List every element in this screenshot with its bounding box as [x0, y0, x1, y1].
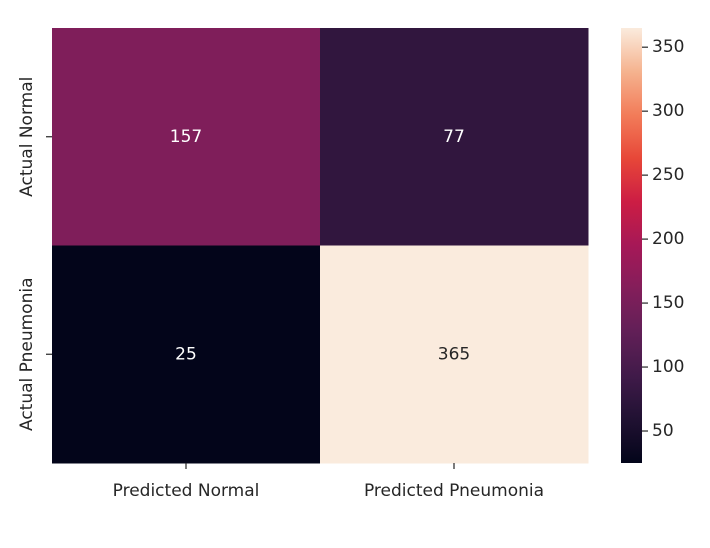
colorbar: 50 100 150 200 250 300 350: [621, 28, 684, 463]
y-axis: Actual Normal Actual Pneumonia: [17, 77, 52, 431]
colorbar-gradient: [621, 28, 642, 463]
colorbar-tick-label-5: 300: [652, 101, 684, 121]
colorbar-tick-label-1: 100: [652, 357, 684, 377]
cell-value-r1-c0: 25: [175, 344, 197, 364]
colorbar-tick-label-3: 200: [652, 229, 684, 249]
x-tick-label-1: Predicted Pneumonia: [364, 481, 544, 501]
cell-value-r0-c1: 77: [443, 127, 465, 147]
heatmap-grid: 157 77 25 365: [52, 28, 589, 464]
colorbar-tick-label-2: 150: [652, 293, 684, 313]
x-axis: Predicted Normal Predicted Pneumonia: [113, 463, 544, 501]
colorbar-tick-label-6: 350: [652, 37, 684, 57]
heatmap-cell-r0-c0: [52, 28, 321, 246]
heatmap-cell-r0-c1: [320, 28, 589, 246]
heatmap-cell-r1-c1: [320, 245, 589, 464]
colorbar-tick-label-0: 50: [652, 421, 674, 441]
y-tick-label-1: Actual Pneumonia: [17, 278, 37, 432]
y-tick-label-0: Actual Normal: [17, 77, 37, 197]
colorbar-tick-label-4: 250: [652, 165, 684, 185]
heatmap-cell-r1-c0: [52, 245, 321, 464]
cell-value-r1-c1: 365: [438, 344, 470, 364]
x-tick-label-0: Predicted Normal: [113, 481, 260, 501]
cell-value-r0-c0: 157: [170, 127, 202, 147]
